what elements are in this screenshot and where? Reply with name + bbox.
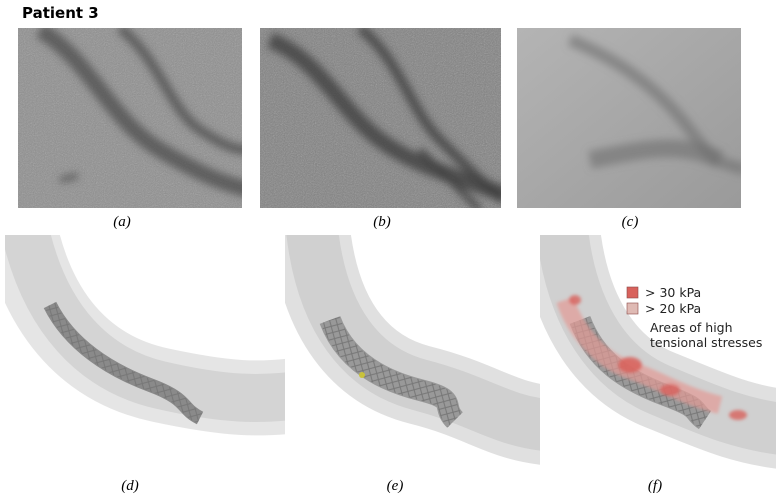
figure: Patient 3	[0, 0, 776, 495]
panel-label: (f)	[648, 478, 662, 494]
legend-swatch	[627, 287, 638, 298]
panel-label: (d)	[121, 478, 139, 494]
panel-label: (b)	[373, 214, 391, 230]
vessel-e	[285, 230, 545, 470]
legend-label: > 30 kPa	[645, 285, 701, 300]
angiogram-a	[18, 28, 250, 208]
figure-title: Patient 3	[22, 4, 99, 22]
legend-label: > 20 kPa	[645, 301, 701, 316]
angiogram-c	[517, 28, 745, 208]
panel-label: (c)	[622, 214, 639, 230]
panel-label: (e)	[387, 478, 404, 494]
legend-caption: Areas of high	[650, 320, 733, 335]
legend-caption: tensional stresses	[650, 335, 762, 350]
legend-swatch	[627, 303, 638, 314]
panel-label: (a)	[113, 214, 131, 230]
vessel-f	[540, 230, 776, 470]
angiogram-b	[260, 28, 505, 210]
vessel-d	[5, 230, 300, 470]
